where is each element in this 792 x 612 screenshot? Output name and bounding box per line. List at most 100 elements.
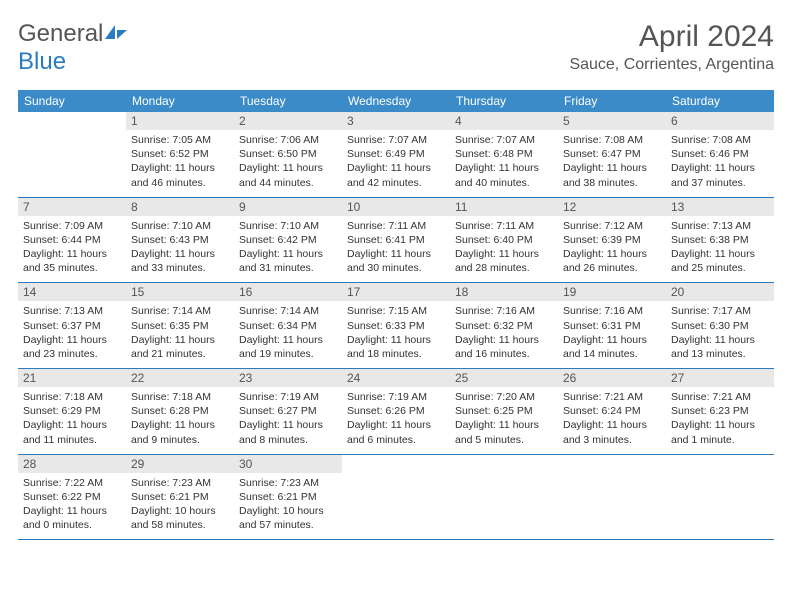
sunset-line: Sunset: 6:22 PM bbox=[23, 490, 121, 504]
day-content: Sunrise: 7:21 AMSunset: 6:23 PMDaylight:… bbox=[666, 387, 774, 454]
day-content: Sunrise: 7:12 AMSunset: 6:39 PMDaylight:… bbox=[558, 216, 666, 283]
sunset-line: Sunset: 6:33 PM bbox=[347, 319, 445, 333]
sunrise-line: Sunrise: 7:22 AM bbox=[23, 476, 121, 490]
day-number: 27 bbox=[666, 369, 774, 387]
sunrise-line: Sunrise: 7:21 AM bbox=[563, 390, 661, 404]
day-content: Sunrise: 7:18 AMSunset: 6:28 PMDaylight:… bbox=[126, 387, 234, 454]
sunrise-line: Sunrise: 7:13 AM bbox=[23, 304, 121, 318]
day-cell: 20Sunrise: 7:17 AMSunset: 6:30 PMDayligh… bbox=[666, 283, 774, 369]
daylight-line: Daylight: 11 hours and 42 minutes. bbox=[347, 161, 445, 189]
day-content: Sunrise: 7:22 AMSunset: 6:22 PMDaylight:… bbox=[18, 473, 126, 540]
day-content: Sunrise: 7:08 AMSunset: 6:47 PMDaylight:… bbox=[558, 130, 666, 197]
sunset-line: Sunset: 6:25 PM bbox=[455, 404, 553, 418]
day-number: 6 bbox=[666, 112, 774, 130]
day-content: Sunrise: 7:11 AMSunset: 6:41 PMDaylight:… bbox=[342, 216, 450, 283]
daylight-line: Daylight: 11 hours and 5 minutes. bbox=[455, 418, 553, 446]
title-area: April 2024 Sauce, Corrientes, Argentina bbox=[569, 20, 774, 74]
daylight-line: Daylight: 11 hours and 1 minute. bbox=[671, 418, 769, 446]
sunrise-line: Sunrise: 7:07 AM bbox=[347, 133, 445, 147]
day-cell: 13Sunrise: 7:13 AMSunset: 6:38 PMDayligh… bbox=[666, 197, 774, 283]
day-content: Sunrise: 7:23 AMSunset: 6:21 PMDaylight:… bbox=[126, 473, 234, 540]
daylight-line: Daylight: 11 hours and 23 minutes. bbox=[23, 333, 121, 361]
daylight-line: Daylight: 11 hours and 16 minutes. bbox=[455, 333, 553, 361]
day-number: 21 bbox=[18, 369, 126, 387]
day-cell: 22Sunrise: 7:18 AMSunset: 6:28 PMDayligh… bbox=[126, 369, 234, 455]
daylight-line: Daylight: 11 hours and 19 minutes. bbox=[239, 333, 337, 361]
sunset-line: Sunset: 6:49 PM bbox=[347, 147, 445, 161]
day-cell: 10Sunrise: 7:11 AMSunset: 6:41 PMDayligh… bbox=[342, 197, 450, 283]
daylight-line: Daylight: 11 hours and 26 minutes. bbox=[563, 247, 661, 275]
day-cell: 27Sunrise: 7:21 AMSunset: 6:23 PMDayligh… bbox=[666, 369, 774, 455]
weekday-header: Monday bbox=[126, 90, 234, 112]
day-content: Sunrise: 7:23 AMSunset: 6:21 PMDaylight:… bbox=[234, 473, 342, 540]
sunset-line: Sunset: 6:26 PM bbox=[347, 404, 445, 418]
logo-word2: Blue bbox=[18, 48, 66, 75]
sunrise-line: Sunrise: 7:17 AM bbox=[671, 304, 769, 318]
day-number: 14 bbox=[18, 283, 126, 301]
week-row: 7Sunrise: 7:09 AMSunset: 6:44 PMDaylight… bbox=[18, 197, 774, 283]
day-cell: 8Sunrise: 7:10 AMSunset: 6:43 PMDaylight… bbox=[126, 197, 234, 283]
weekday-header-row: SundayMondayTuesdayWednesdayThursdayFrid… bbox=[18, 90, 774, 112]
sunset-line: Sunset: 6:35 PM bbox=[131, 319, 229, 333]
sunrise-line: Sunrise: 7:06 AM bbox=[239, 133, 337, 147]
day-content: Sunrise: 7:16 AMSunset: 6:31 PMDaylight:… bbox=[558, 301, 666, 368]
day-number: 9 bbox=[234, 198, 342, 216]
day-number: 1 bbox=[126, 112, 234, 130]
day-number: 30 bbox=[234, 455, 342, 473]
sunset-line: Sunset: 6:30 PM bbox=[671, 319, 769, 333]
day-number: 12 bbox=[558, 198, 666, 216]
sunrise-line: Sunrise: 7:05 AM bbox=[131, 133, 229, 147]
daylight-line: Daylight: 11 hours and 33 minutes. bbox=[131, 247, 229, 275]
day-content: Sunrise: 7:10 AMSunset: 6:43 PMDaylight:… bbox=[126, 216, 234, 283]
daylight-line: Daylight: 11 hours and 37 minutes. bbox=[671, 161, 769, 189]
logo-text: GeneralBlue bbox=[18, 20, 129, 76]
day-content: Sunrise: 7:14 AMSunset: 6:35 PMDaylight:… bbox=[126, 301, 234, 368]
day-number: 29 bbox=[126, 455, 234, 473]
daylight-line: Daylight: 11 hours and 3 minutes. bbox=[563, 418, 661, 446]
sunset-line: Sunset: 6:21 PM bbox=[239, 490, 337, 504]
day-cell bbox=[558, 454, 666, 540]
sunset-line: Sunset: 6:37 PM bbox=[23, 319, 121, 333]
day-number: 11 bbox=[450, 198, 558, 216]
sunset-line: Sunset: 6:27 PM bbox=[239, 404, 337, 418]
day-content: Sunrise: 7:20 AMSunset: 6:25 PMDaylight:… bbox=[450, 387, 558, 454]
day-content: Sunrise: 7:15 AMSunset: 6:33 PMDaylight:… bbox=[342, 301, 450, 368]
sunrise-line: Sunrise: 7:09 AM bbox=[23, 219, 121, 233]
day-content: Sunrise: 7:18 AMSunset: 6:29 PMDaylight:… bbox=[18, 387, 126, 454]
day-cell: 19Sunrise: 7:16 AMSunset: 6:31 PMDayligh… bbox=[558, 283, 666, 369]
daylight-line: Daylight: 11 hours and 28 minutes. bbox=[455, 247, 553, 275]
day-cell: 4Sunrise: 7:07 AMSunset: 6:48 PMDaylight… bbox=[450, 112, 558, 197]
sunrise-line: Sunrise: 7:10 AM bbox=[131, 219, 229, 233]
day-cell: 25Sunrise: 7:20 AMSunset: 6:25 PMDayligh… bbox=[450, 369, 558, 455]
day-content: Sunrise: 7:05 AMSunset: 6:52 PMDaylight:… bbox=[126, 130, 234, 197]
sunrise-line: Sunrise: 7:08 AM bbox=[671, 133, 769, 147]
day-number: 2 bbox=[234, 112, 342, 130]
day-number: 4 bbox=[450, 112, 558, 130]
sunrise-line: Sunrise: 7:21 AM bbox=[671, 390, 769, 404]
daylight-line: Daylight: 11 hours and 9 minutes. bbox=[131, 418, 229, 446]
daylight-line: Daylight: 11 hours and 40 minutes. bbox=[455, 161, 553, 189]
sunrise-line: Sunrise: 7:11 AM bbox=[347, 219, 445, 233]
day-cell: 7Sunrise: 7:09 AMSunset: 6:44 PMDaylight… bbox=[18, 197, 126, 283]
weekday-header: Saturday bbox=[666, 90, 774, 112]
day-content: Sunrise: 7:07 AMSunset: 6:49 PMDaylight:… bbox=[342, 130, 450, 197]
sunrise-line: Sunrise: 7:15 AM bbox=[347, 304, 445, 318]
week-row: 14Sunrise: 7:13 AMSunset: 6:37 PMDayligh… bbox=[18, 283, 774, 369]
day-cell: 28Sunrise: 7:22 AMSunset: 6:22 PMDayligh… bbox=[18, 454, 126, 540]
daylight-line: Daylight: 11 hours and 6 minutes. bbox=[347, 418, 445, 446]
day-cell: 5Sunrise: 7:08 AMSunset: 6:47 PMDaylight… bbox=[558, 112, 666, 197]
weekday-header: Wednesday bbox=[342, 90, 450, 112]
day-cell: 15Sunrise: 7:14 AMSunset: 6:35 PMDayligh… bbox=[126, 283, 234, 369]
day-cell bbox=[666, 454, 774, 540]
sunrise-line: Sunrise: 7:19 AM bbox=[239, 390, 337, 404]
day-number: 18 bbox=[450, 283, 558, 301]
sunset-line: Sunset: 6:24 PM bbox=[563, 404, 661, 418]
daylight-line: Daylight: 11 hours and 25 minutes. bbox=[671, 247, 769, 275]
weekday-header: Thursday bbox=[450, 90, 558, 112]
sunrise-line: Sunrise: 7:18 AM bbox=[131, 390, 229, 404]
day-cell: 14 Sunrise: 7:13 AMSunset: 6:37 PMDayligh… bbox=[18, 283, 126, 369]
weekday-header: Tuesday bbox=[234, 90, 342, 112]
weekday-header: Sunday bbox=[18, 90, 126, 112]
day-number: 3 bbox=[342, 112, 450, 130]
daylight-line: Daylight: 11 hours and 11 minutes. bbox=[23, 418, 121, 446]
